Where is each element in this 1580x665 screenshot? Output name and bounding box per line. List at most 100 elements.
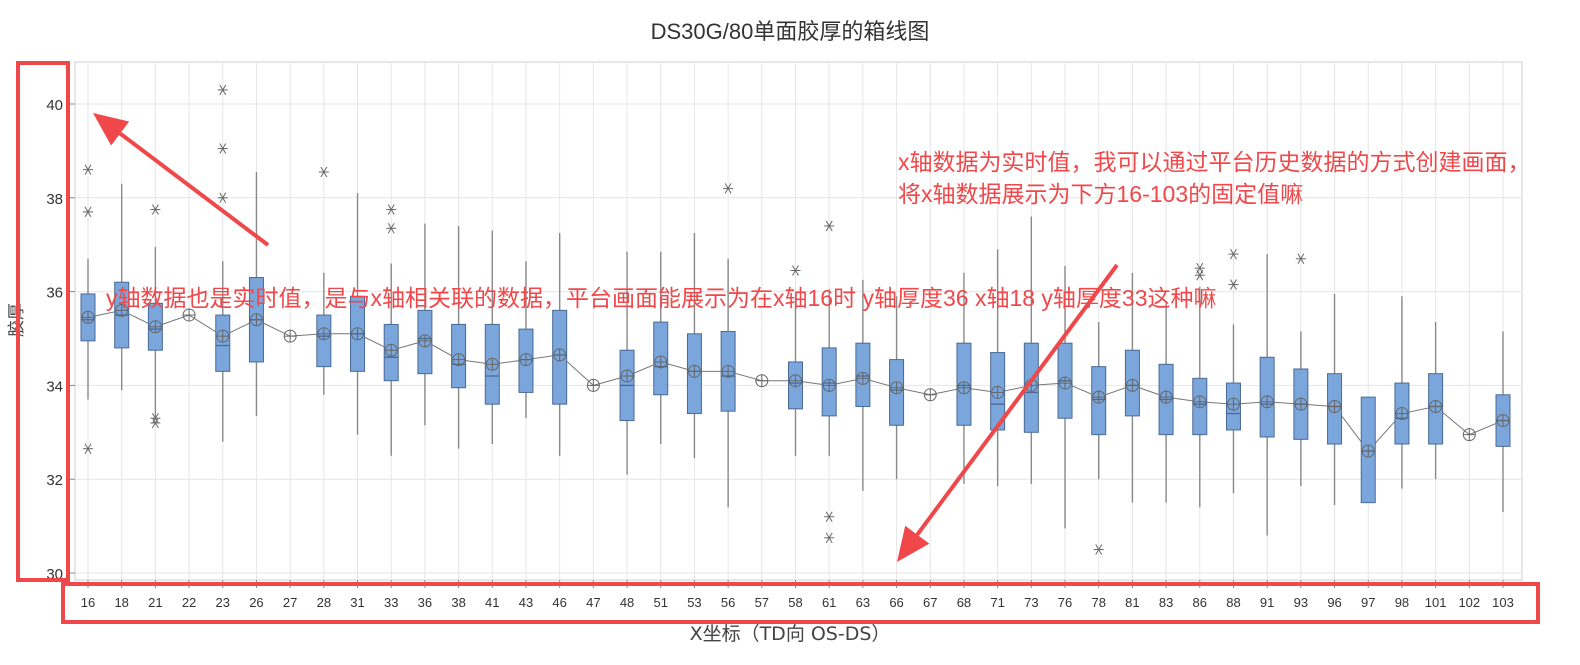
box-26 (248, 172, 264, 416)
box-16 (80, 164, 96, 454)
x-tick-label: 22 (182, 595, 196, 610)
box-28 (316, 166, 332, 395)
annotation-x-axis-note: x轴数据为实时值，我可以通过平台历史数据的方式创建画面，将x轴数据展示为下方16… (898, 149, 1531, 207)
outlier-asterisk-icon (318, 166, 329, 178)
x-tick-label: 96 (1327, 595, 1341, 610)
box-31 (350, 193, 366, 435)
x-tick-label: 103 (1492, 595, 1514, 610)
box-102 (1462, 428, 1476, 442)
box-36 (417, 223, 433, 426)
x-tick-label: 88 (1226, 595, 1240, 610)
x-tick-label: 83 (1159, 595, 1173, 610)
x-tick-label: 66 (889, 595, 903, 610)
outlier-asterisk-icon (83, 164, 93, 175)
box-58 (788, 265, 803, 456)
box-97 (1360, 396, 1376, 504)
box-53 (686, 232, 702, 459)
box-96 (1327, 293, 1343, 505)
plot-area (74, 61, 1523, 581)
outlier-asterisk-icon (386, 223, 397, 234)
box-86 (1192, 262, 1208, 508)
outlier-asterisk-icon (150, 204, 161, 215)
iqr-box (316, 314, 332, 368)
x-tick-label: 48 (620, 595, 634, 610)
x-tick-label: 53 (687, 595, 701, 610)
annotation-y-axis-note: y轴数据也是实时值，是与x轴相关联的数据，平台画面能展示为在x轴16时 y轴厚度… (106, 285, 1217, 311)
box-81 (1124, 272, 1140, 503)
x-tick-label: 93 (1294, 595, 1308, 610)
box-68 (956, 272, 972, 484)
x-tick-label: 68 (957, 595, 971, 610)
outlier-asterisk-icon (150, 417, 161, 429)
x-tick-label: 57 (755, 595, 769, 610)
box-91 (1259, 254, 1275, 536)
box-51 (653, 251, 669, 445)
x-tick-label: 98 (1395, 595, 1409, 610)
outlier-asterisk-icon (1295, 253, 1306, 265)
outlier-asterisk-icon (217, 192, 228, 204)
arrow-to-y-axis-icon (93, 113, 270, 247)
outlier-asterisk-icon (790, 265, 801, 276)
x-tick-label: 26 (249, 595, 263, 610)
box-22 (182, 308, 196, 322)
box-43 (518, 261, 534, 419)
x-tick-label: 28 (317, 595, 331, 610)
box-48 (619, 251, 635, 475)
outlier-asterisk-icon (217, 84, 228, 96)
x-tick-label: 43 (519, 595, 533, 610)
y-tick-label: 38 (46, 191, 63, 208)
box-38 (451, 225, 467, 449)
box-56 (720, 183, 736, 508)
box-101 (1428, 322, 1444, 480)
y-tick-label: 40 (46, 97, 63, 114)
x-tick-label: 38 (451, 595, 465, 610)
x-axis-label: X坐标（TD向 OS-DS） (690, 623, 891, 645)
x-tick-label: 63 (856, 595, 870, 610)
x-tick-label: 23 (216, 595, 230, 610)
box-78 (1091, 322, 1107, 555)
outlier-asterisk-icon (386, 204, 397, 215)
box-98 (1394, 296, 1410, 489)
box-57 (755, 374, 769, 388)
box-93 (1293, 253, 1309, 487)
x-tick-label: 97 (1361, 595, 1375, 610)
box-41 (484, 230, 500, 445)
outlier-asterisk-icon (1228, 248, 1239, 260)
outlier-asterisk-icon (1194, 269, 1205, 281)
x-tick-label: 61 (822, 595, 836, 610)
box-103 (1495, 331, 1511, 513)
box-66 (889, 296, 905, 480)
x-tick-label: 41 (485, 595, 499, 610)
x-tick-label: 27 (283, 595, 297, 610)
box-46 (552, 232, 568, 456)
y-tick-label: 32 (46, 472, 63, 489)
iqr-box (215, 314, 231, 372)
x-tick-label: 16 (81, 595, 95, 610)
box-47 (586, 378, 600, 392)
x-tick-label: 71 (990, 595, 1004, 610)
box-33 (383, 204, 399, 456)
outlier-asterisk-icon (824, 220, 835, 232)
x-tick-label: 102 (1458, 595, 1480, 610)
x-tick-label: 47 (586, 595, 600, 610)
y-axis-highlight-box (16, 61, 70, 582)
outlier-asterisk-icon (1093, 544, 1104, 555)
x-tick-label: 56 (721, 595, 735, 610)
x-tick-label: 76 (1058, 595, 1072, 610)
y-tick-label: 34 (46, 378, 63, 395)
x-tick-label: 73 (1024, 595, 1038, 610)
outlier-asterisk-icon (723, 183, 734, 194)
x-tick-label: 78 (1091, 595, 1105, 610)
x-tick-label: 91 (1260, 595, 1274, 610)
outlier-asterisk-icon (824, 511, 835, 522)
box-71 (990, 249, 1006, 487)
box-27 (283, 329, 297, 343)
x-tick-label: 21 (148, 595, 162, 610)
x-tick-label: 33 (384, 595, 398, 610)
x-axis-highlight-box (61, 582, 1540, 624)
arrow-to-x-axis-icon (897, 263, 1119, 562)
box-63 (855, 279, 871, 491)
x-tick-label: 101 (1425, 595, 1447, 610)
outlier-asterisk-icon (83, 443, 93, 454)
